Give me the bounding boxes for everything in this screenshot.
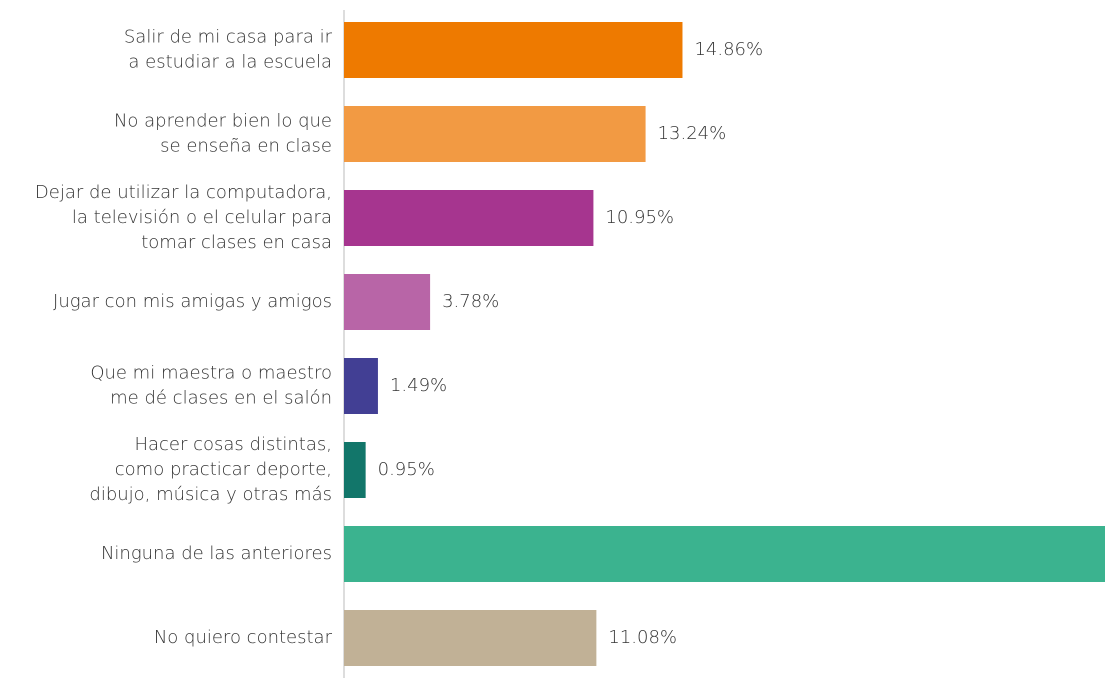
bar xyxy=(344,610,597,666)
bar xyxy=(344,358,378,414)
value-label: 14.86% xyxy=(694,39,763,60)
category-label: No quiero contestar xyxy=(154,627,333,648)
value-label: 3.78% xyxy=(442,291,499,312)
value-label: 13.24% xyxy=(658,123,727,144)
category-label: Ninguna de las anteriores xyxy=(101,543,332,564)
value-label: 0.95% xyxy=(378,459,435,480)
category-label: Jugar con mis amigas y amigos xyxy=(53,291,332,312)
value-label: 10.95% xyxy=(605,207,674,228)
bar xyxy=(344,190,594,246)
category-label: No aprender bien lo que se enseña en clas… xyxy=(114,111,332,157)
bar xyxy=(344,442,366,498)
value-label: 1.49% xyxy=(390,375,447,396)
category-label: Salir de mi casa para ir a estudiar a la … xyxy=(124,27,333,73)
category-label: Dejar de utilizar la computadora, la tele… xyxy=(35,182,332,253)
bar xyxy=(344,274,431,330)
category-label: Hacer cosas distintas, como practicar dep… xyxy=(89,434,332,505)
bar xyxy=(344,22,683,78)
value-label: 11.08% xyxy=(608,627,677,648)
bar xyxy=(344,526,1105,582)
bar xyxy=(344,106,646,162)
category-label: Que mi maestra o maestro me dé clases en … xyxy=(90,363,332,409)
